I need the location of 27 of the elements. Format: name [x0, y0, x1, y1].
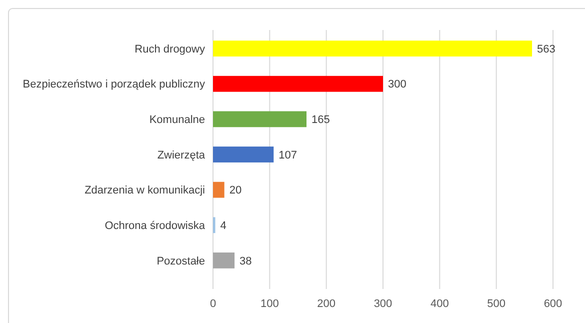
y-tick-label: Komunalne: [149, 114, 205, 126]
y-tick-label: Ochrona środowiska: [104, 220, 206, 232]
y-tick-label: Zwierzęta: [157, 149, 206, 162]
y-tick-label: Zdarzenia w komunikacji: [84, 184, 205, 197]
y-tick-label: Pozostałe: [156, 255, 205, 268]
y-tick-label: Ruch drogowy: [134, 43, 206, 56]
data-label: 300: [388, 78, 406, 91]
bar: [213, 182, 224, 198]
data-label: 563: [537, 43, 556, 56]
data-label: 165: [312, 114, 330, 126]
data-label: 4: [220, 220, 226, 232]
data-label: 38: [240, 255, 252, 268]
x-tick-label: 200: [317, 298, 336, 310]
y-tick-label: Bezpieczeństwo i porządek publiczny: [22, 78, 206, 91]
x-tick-label: 400: [430, 298, 449, 310]
x-tick-label: 300: [374, 298, 392, 310]
x-tick-label: 500: [487, 298, 506, 310]
bar: [213, 252, 235, 268]
bar: [213, 111, 306, 128]
bar: [213, 146, 274, 162]
bar: [213, 76, 383, 92]
data-label: 107: [278, 149, 297, 162]
data-label: 20: [229, 184, 242, 197]
bar: [213, 40, 532, 56]
x-tick-label: 600: [544, 298, 562, 310]
x-tick-label: 0: [210, 298, 216, 310]
x-tick-label: 100: [260, 298, 279, 310]
